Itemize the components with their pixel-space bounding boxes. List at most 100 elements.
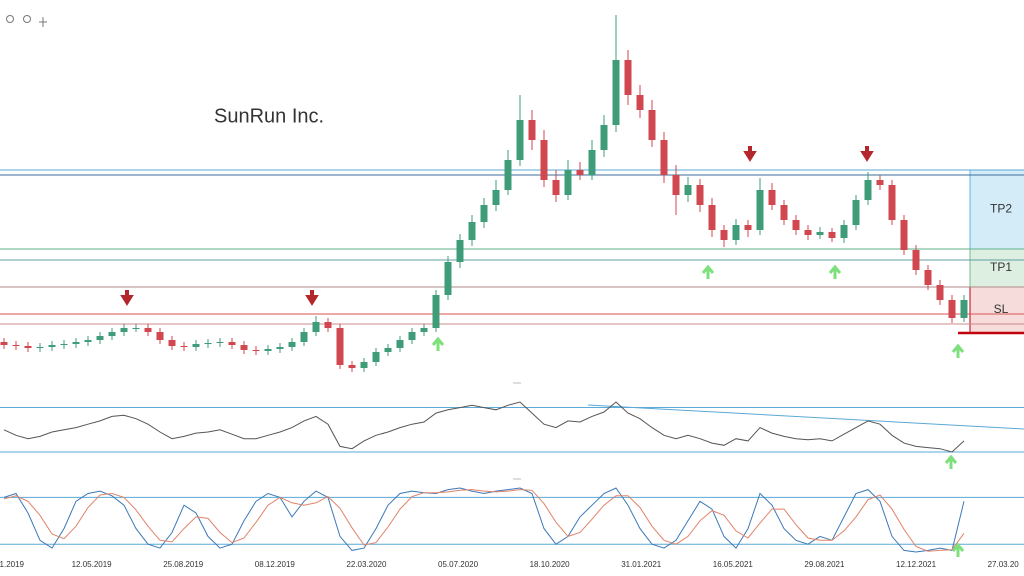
marks: TP2 TP1 SL 1.2019 12.05.2019 25.08.2019 08.12.… xyxy=(0,15,1024,569)
candle-body xyxy=(660,140,668,175)
candle-body xyxy=(912,250,920,270)
candle-body xyxy=(624,60,632,95)
candle-body xyxy=(300,332,308,342)
candle-body xyxy=(264,349,272,351)
candle-body xyxy=(492,190,500,205)
candle-body xyxy=(72,342,80,344)
candle-body xyxy=(480,205,488,222)
indicator-line xyxy=(3,487,965,553)
candle-body xyxy=(720,230,728,240)
candle-body xyxy=(684,185,692,195)
candle-body xyxy=(396,340,404,348)
candle-body xyxy=(612,60,620,125)
zone-label: SL xyxy=(994,302,1009,316)
candle-body xyxy=(168,340,176,346)
x-tick-label: 27.03.20 xyxy=(988,560,1020,569)
candle-body xyxy=(60,344,68,345)
candle-body xyxy=(216,342,224,343)
candle-body xyxy=(756,190,764,230)
x-tick-label: 1.2019 xyxy=(0,560,25,569)
candle-body xyxy=(936,285,944,300)
x-tick-label: 12.12.2021 xyxy=(896,560,937,569)
candle-body xyxy=(576,170,584,175)
candle-body xyxy=(552,180,560,195)
candle-body xyxy=(816,232,824,235)
buy-arrow xyxy=(828,264,842,279)
x-tick-label: 31.01.2021 xyxy=(621,560,662,569)
candle-body xyxy=(324,322,332,328)
candle-body xyxy=(204,343,212,344)
candle-body xyxy=(708,205,716,230)
candle-body xyxy=(828,232,836,238)
candle-body xyxy=(672,175,680,195)
candle-body xyxy=(288,342,296,347)
zoom-in-icon[interactable] xyxy=(23,15,31,23)
candle-body xyxy=(768,190,776,205)
zone-label: TP2 xyxy=(990,202,1012,216)
candle-body xyxy=(948,300,956,318)
candle-body xyxy=(120,328,128,332)
candle-body xyxy=(468,222,476,240)
buy-arrow xyxy=(944,454,958,469)
candle-body xyxy=(276,347,284,349)
candle-body xyxy=(156,332,164,340)
x-tick-label: 29.08.2021 xyxy=(804,560,845,569)
candle-body xyxy=(744,225,752,230)
buy-arrow xyxy=(431,336,445,351)
candle-body xyxy=(228,342,236,345)
sell-arrow xyxy=(120,290,134,306)
candle-body xyxy=(636,95,644,110)
x-tick-label: 22.03.2020 xyxy=(346,560,387,569)
candle-body xyxy=(864,180,872,200)
candle-body xyxy=(96,336,104,340)
x-tick-label: 16.05.2021 xyxy=(713,560,754,569)
sell-arrow xyxy=(860,146,874,162)
buy-arrow xyxy=(701,264,715,279)
candle-body xyxy=(960,300,968,318)
candle-body xyxy=(408,332,416,340)
candle-body xyxy=(132,328,140,329)
x-tick-label: 18.10.2020 xyxy=(530,560,571,569)
candle-body xyxy=(240,345,248,350)
candle-body xyxy=(336,328,344,365)
candle-body xyxy=(588,150,596,175)
chart-title: SunRun Inc. xyxy=(214,105,324,127)
zoom-out-icon[interactable] xyxy=(6,15,14,23)
candle-body xyxy=(312,322,320,332)
candle-body xyxy=(564,170,572,195)
candle-body xyxy=(432,295,440,328)
candle-body xyxy=(780,205,788,220)
sell-arrow xyxy=(743,146,757,162)
candle-body xyxy=(600,125,608,150)
trend-line xyxy=(587,404,1024,430)
candle-body xyxy=(252,350,260,351)
candle-body xyxy=(732,225,740,240)
candle-body xyxy=(804,230,812,235)
sell-arrow xyxy=(305,290,319,306)
candle-body xyxy=(36,347,44,348)
x-tick-label: 12.05.2019 xyxy=(72,560,113,569)
x-tick-label: 05.07.2020 xyxy=(438,560,479,569)
candle-body xyxy=(24,346,32,348)
zone-label: TP1 xyxy=(990,260,1012,274)
candle-body xyxy=(876,180,884,185)
candle-body xyxy=(840,225,848,238)
buy-arrow xyxy=(951,542,965,557)
candle-body xyxy=(444,262,452,295)
candle-body xyxy=(180,346,188,347)
toolbar xyxy=(6,15,47,27)
candle-body xyxy=(384,348,392,352)
candle-body xyxy=(792,220,800,230)
candle-body xyxy=(516,120,524,160)
signal-arrows xyxy=(120,146,965,557)
candle-body xyxy=(192,344,200,347)
candle-body xyxy=(852,200,860,225)
candle-body xyxy=(900,220,908,250)
indicator-line xyxy=(3,489,965,552)
candle-body xyxy=(648,110,656,140)
buy-arrow xyxy=(951,343,965,358)
candle-body xyxy=(144,328,152,332)
candle-body xyxy=(360,362,368,368)
candle-body xyxy=(888,185,896,220)
